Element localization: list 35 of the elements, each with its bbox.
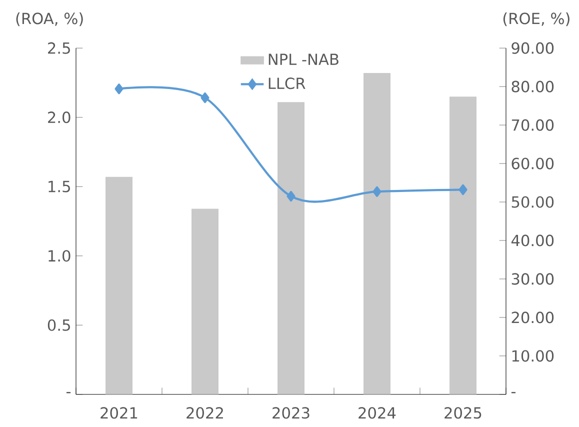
- x-tick-label: 2022: [186, 407, 223, 419]
- y-axis-title: (ROA, %): [16, 12, 83, 26]
- x-tick-label: 2023: [272, 407, 310, 419]
- y2-tick-label: 60.00: [512, 158, 554, 170]
- y-tick-label: 0.5: [48, 319, 70, 331]
- point: [372, 186, 382, 197]
- y2-tick-label: 90.00: [512, 42, 554, 54]
- y-tick-label: 1.5: [48, 180, 70, 192]
- point: [114, 84, 124, 94]
- y2-tick-label: -: [511, 392, 516, 394]
- bar: [192, 208, 218, 394]
- point: [286, 190, 296, 202]
- point: [200, 92, 210, 104]
- y-tick-label: 1.0: [48, 250, 70, 262]
- bar: [106, 176, 133, 394]
- y-tick-label: 2.0: [48, 112, 70, 124]
- point: [458, 184, 468, 196]
- y2-tick-label: 40.00: [511, 234, 554, 246]
- y2-axis-title: (ROE, %): [503, 12, 570, 26]
- x-tick-label: 2025: [444, 407, 482, 419]
- y2-tick-label: 50.00: [512, 196, 554, 208]
- y-tick-label: 2.5: [48, 42, 70, 54]
- x-tick-label: 2024: [358, 407, 396, 419]
- y2-tick-label: 80.00: [512, 80, 554, 92]
- legend-label: LLCR: [268, 78, 306, 90]
- legend-label: NPL -NAB: [268, 54, 338, 65]
- bar: [449, 96, 476, 394]
- y2-tick-label: 20.00: [512, 312, 554, 324]
- y2-tick-label: 70.00: [512, 119, 554, 131]
- bar: [278, 102, 304, 394]
- y-tick-label: -: [66, 392, 71, 394]
- y2-tick-label: 30.00: [512, 273, 554, 285]
- x-tick-label: 2021: [100, 407, 138, 419]
- bar: [363, 73, 390, 394]
- y2-tick-label: 10.00: [512, 350, 554, 362]
